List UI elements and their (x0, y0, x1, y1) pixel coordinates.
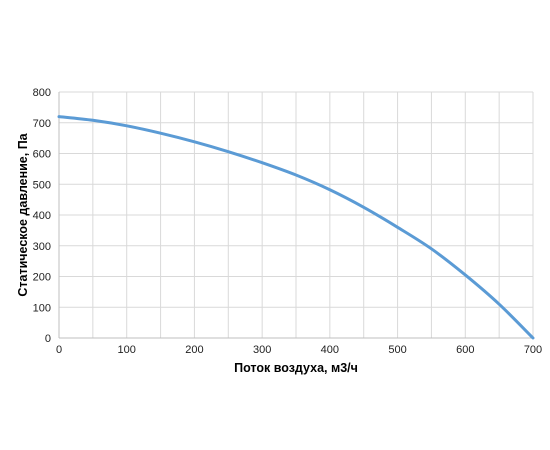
x-tick-label: 700 (524, 344, 542, 356)
y-axis-title: Статическое давление, Па (16, 132, 30, 296)
y-tick-labels: 0 100 200 300 400 500 600 700 800 (33, 87, 51, 345)
x-tick-label: 100 (118, 344, 136, 356)
y-tick-label: 700 (33, 118, 51, 130)
y-tick-label: 600 (33, 149, 51, 161)
axes (58, 92, 533, 339)
y-tick-label: 400 (33, 210, 51, 222)
x-tick-label: 500 (388, 344, 406, 356)
x-tick-label: 0 (56, 344, 62, 356)
y-tick-label: 300 (33, 241, 51, 253)
series-line-0 (57, 115, 535, 340)
x-tick-label: 300 (253, 344, 271, 356)
x-tick-label: 400 (321, 344, 339, 356)
x-tick-labels: 0 100 200 300 400 500 600 700 (56, 344, 542, 356)
y-tick-label: 500 (33, 179, 51, 191)
x-tick-label: 600 (456, 344, 474, 356)
grid (58, 91, 534, 339)
y-tick-label: 200 (33, 272, 51, 284)
y-tick-label: 800 (33, 87, 51, 99)
x-axis-title: Поток воздуха, м3/ч (234, 361, 358, 375)
y-tick-label: 0 (45, 333, 51, 345)
series-layer (57, 115, 535, 340)
y-tick-label: 100 (33, 302, 51, 314)
x-tick-label: 200 (185, 344, 203, 356)
